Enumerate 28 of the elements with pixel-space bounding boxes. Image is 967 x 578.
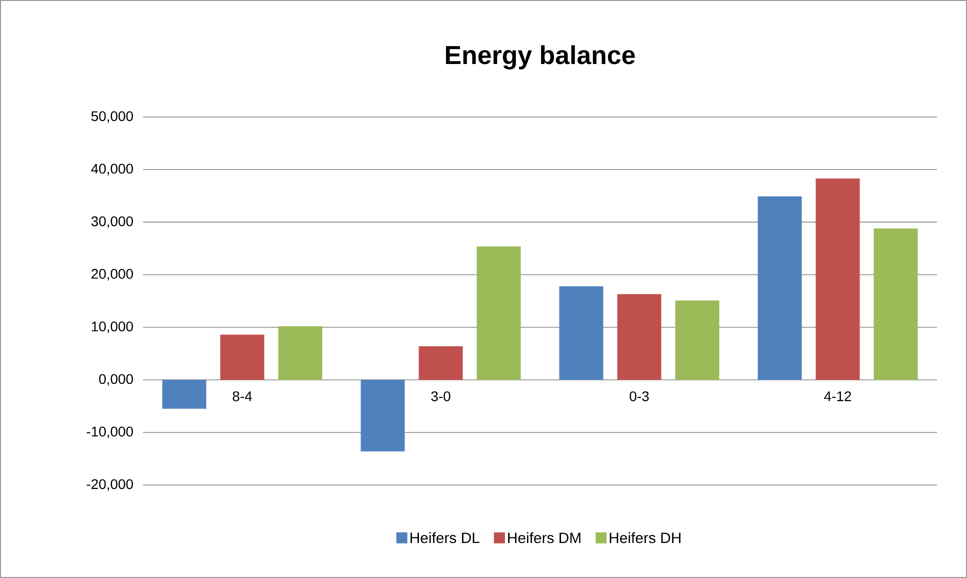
x-tick-label: 0-3	[630, 391, 649, 402]
y-tick-label: 0,000	[99, 374, 133, 386]
bar	[758, 196, 802, 380]
y-tick-label: 10,000	[92, 322, 133, 334]
bar	[874, 228, 918, 380]
bar	[559, 286, 604, 380]
y-tick-label: -20,000	[86, 479, 133, 491]
bar	[220, 334, 264, 380]
bar	[418, 346, 463, 380]
bar	[162, 380, 206, 409]
bar	[675, 300, 720, 380]
legend-label: Heifers DH	[610, 532, 680, 544]
y-tick-label: 40,000	[91, 164, 133, 176]
x-tick-label: 8-4	[232, 391, 252, 402]
y-tick-label: -10,000	[86, 426, 133, 438]
bar	[816, 178, 860, 380]
chart-title: Energy balance	[446, 45, 635, 70]
bar	[476, 246, 521, 380]
legend-label: Heifers DM	[508, 532, 580, 544]
x-tick-label: 3-0	[431, 391, 450, 402]
bar	[360, 380, 405, 452]
y-tick-label: 30,000	[91, 216, 133, 228]
bar	[278, 326, 322, 380]
x-tick-label: 4-12	[824, 391, 852, 402]
y-tick-label: 20,000	[92, 268, 133, 280]
legend-label: Heifers DL	[410, 532, 480, 544]
y-tick-label: 50,000	[91, 111, 133, 123]
bar	[617, 294, 662, 380]
